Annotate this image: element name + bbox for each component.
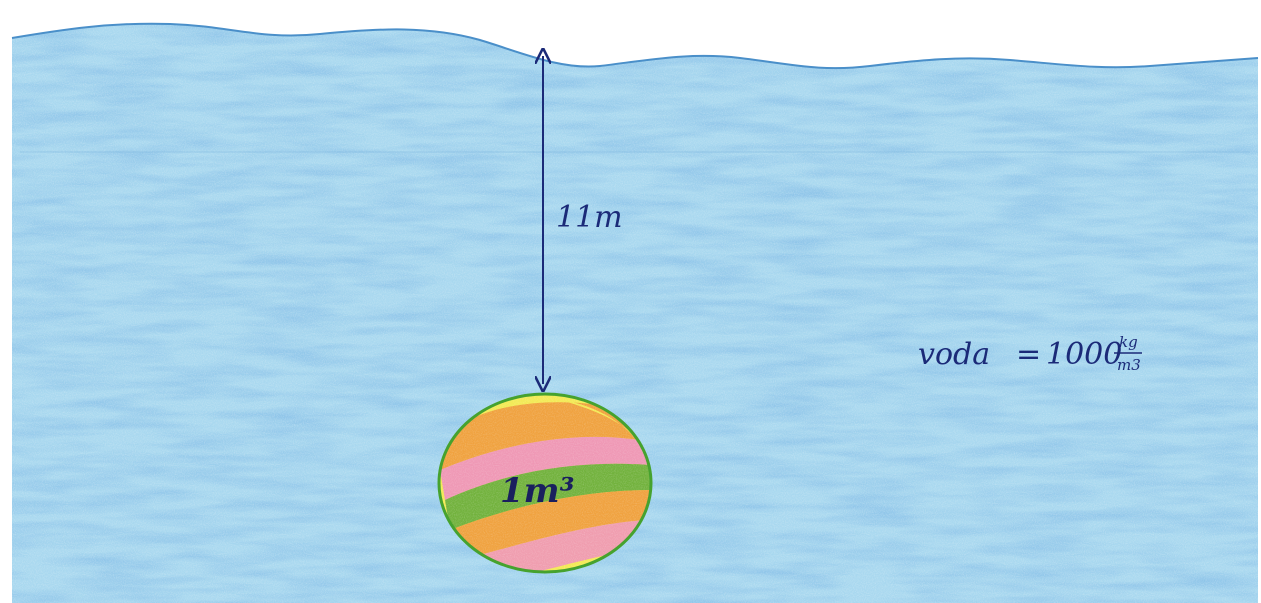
- density-formula: voda = 1000 kg m3: [918, 333, 1142, 374]
- density-name: voda: [918, 337, 990, 372]
- ball-volume-label: 1m³: [500, 471, 575, 511]
- ball: [437, 392, 653, 574]
- density-unit-numerator: kg: [1119, 333, 1138, 351]
- water-surface-line: [11, 22, 1259, 70]
- depth-label: 11m: [556, 200, 623, 235]
- density-value: 1000: [1046, 337, 1122, 372]
- water: [11, 22, 1259, 603]
- density-unit-denominator: m3: [1117, 356, 1141, 374]
- water-grain: [12, 23, 1258, 603]
- density-equals: =: [1016, 337, 1041, 372]
